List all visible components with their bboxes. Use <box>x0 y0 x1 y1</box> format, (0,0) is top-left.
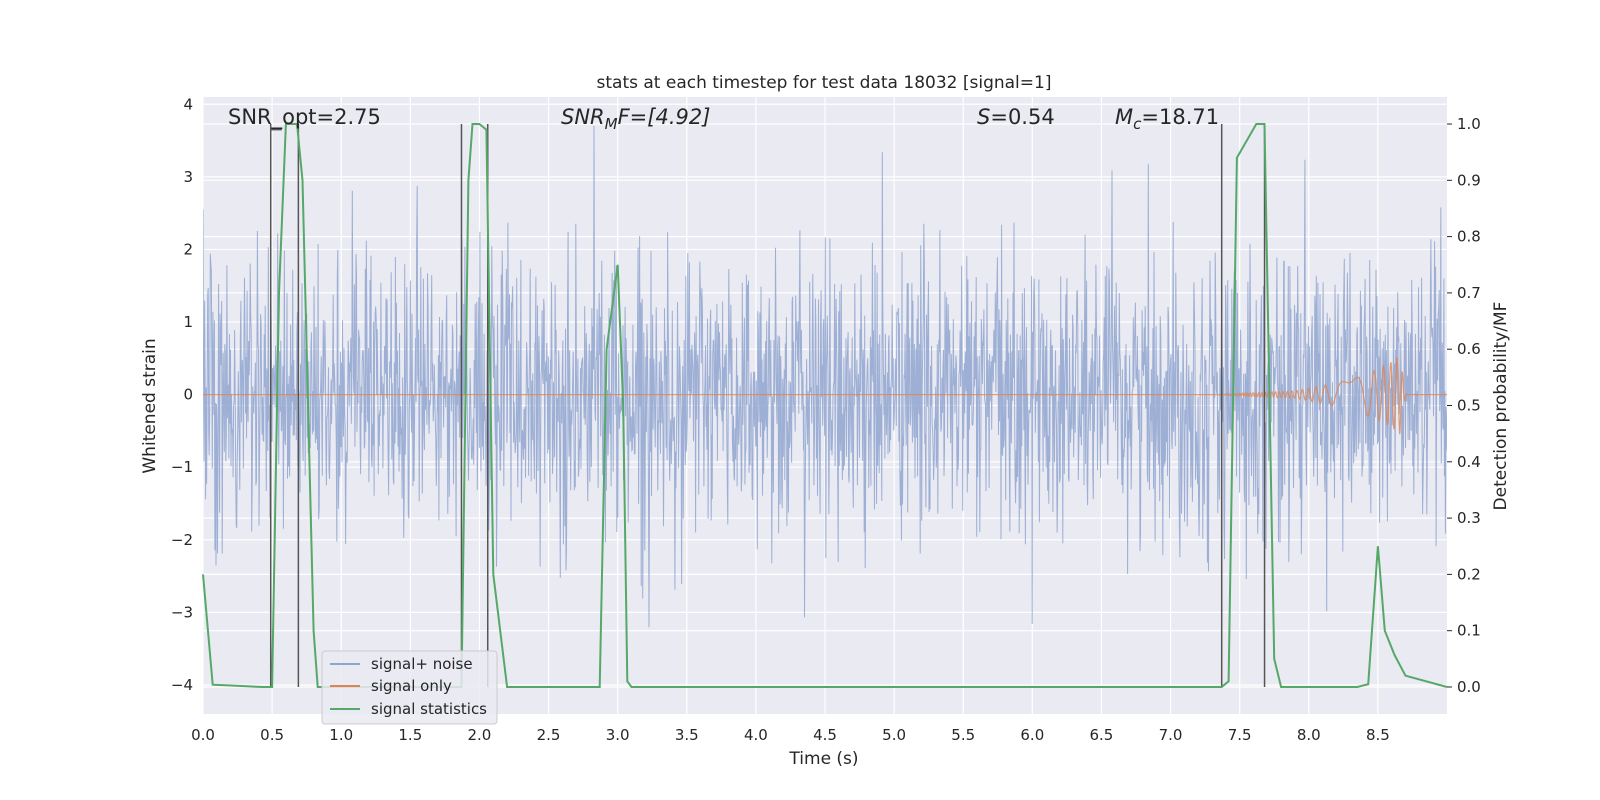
x-tick-label: 3.0 <box>606 726 630 744</box>
y2-tick-label: 0.4 <box>1457 453 1481 471</box>
y2-tick-label: 0.2 <box>1457 565 1481 583</box>
mc-sub: c <box>1133 115 1142 133</box>
x-tick-label: 4.5 <box>813 726 837 744</box>
signal-statistics-line <box>202 123 1448 688</box>
vertical-markers <box>269 124 1266 687</box>
y-tick-label: 0 <box>183 386 193 404</box>
x-tick-label: 7.0 <box>1159 726 1183 744</box>
y2-axis-label: Detection probability/MF <box>1491 302 1511 511</box>
y-tick-label: 3 <box>183 168 193 186</box>
axis-ticks: 0.0 0.5 1.0 1.5 2.0 2.5 3.0 3.5 4.0 4.5 5.0 5.5 6.0 6… <box>171 95 1481 744</box>
annotation-mc: Mc=18.71 <box>1115 105 1219 133</box>
x-tick-label: 0.0 <box>191 726 215 744</box>
chart-title: stats at each timestep for test data 180… <box>597 73 1052 93</box>
y-tick-label: 2 <box>183 240 193 258</box>
snr-mf-base: SNR <box>561 105 605 129</box>
mc-base: M <box>1115 105 1133 129</box>
y2-tick-label: 0.7 <box>1457 284 1481 302</box>
x-tick-label: 5.0 <box>882 726 906 744</box>
x-tick-label: 6.5 <box>1090 726 1114 744</box>
legend-label-signal-statistics: signal statistics <box>371 700 487 718</box>
legend-label-signal-noise: signal+ noise <box>371 655 473 673</box>
y-tick-label: 1 <box>183 313 193 331</box>
mc-rest: =18.71 <box>1141 105 1219 129</box>
y-tick-label: −1 <box>171 458 193 476</box>
x-tick-label: 4.0 <box>744 726 768 744</box>
x-tick-label: 1.5 <box>398 726 422 744</box>
signal-statistics-series <box>202 123 1448 688</box>
y2-tick-label: 0.6 <box>1457 340 1481 358</box>
annotation-snr-opt: SNR_opt=2.75 <box>228 105 381 130</box>
y2-tick-label: 0.5 <box>1457 397 1481 415</box>
signal-noise-series <box>203 125 1447 628</box>
legend-label-signal-only: signal only <box>371 677 452 695</box>
x-tick-label: 0.5 <box>260 726 284 744</box>
x-tick-label: 8.5 <box>1366 726 1390 744</box>
x-axis-label: Time (s) <box>788 749 858 769</box>
x-tick-label: 1.0 <box>329 726 353 744</box>
x-tick-label: 8.0 <box>1297 726 1321 744</box>
annotation-s: S=0.54 <box>977 105 1055 129</box>
snr-mf-sub: M <box>605 115 618 133</box>
snr-mf-rest: F=[4.92] <box>618 105 711 129</box>
legend: signal+ noise signal only signal statist… <box>321 650 498 725</box>
x-tick-label: 6.0 <box>1020 726 1044 744</box>
legend-box <box>321 650 498 725</box>
y2-tick-label: 1.0 <box>1457 115 1481 133</box>
y-tick-label: 4 <box>183 95 193 113</box>
y-tick-label: −3 <box>171 603 193 621</box>
signal-only-line <box>203 356 1447 435</box>
s-rest: =0.54 <box>990 105 1054 129</box>
y2-tick-label: 0.0 <box>1457 678 1481 696</box>
s-base: S <box>977 105 990 129</box>
x-tick-label: 3.5 <box>675 726 699 744</box>
x-tick-label: 2.0 <box>468 726 492 744</box>
y-axis-label: Whitened strain <box>140 338 160 473</box>
y2-tick-label: 0.3 <box>1457 509 1481 527</box>
y-tick-label: −2 <box>171 531 193 549</box>
y2-tick-label: 0.8 <box>1457 228 1481 246</box>
y2-tick-label: 0.9 <box>1457 171 1481 189</box>
x-tick-label: 2.5 <box>537 726 561 744</box>
x-tick-label: 7.5 <box>1228 726 1252 744</box>
x-tick-label: 5.5 <box>951 726 975 744</box>
signal-noise-line <box>203 125 1447 628</box>
y2-tick-label: 0.1 <box>1457 622 1481 640</box>
y-tick-label: −4 <box>171 676 193 694</box>
signal-only-series <box>203 356 1447 435</box>
annotation-snr-mf: SNRMF=[4.92] <box>561 105 710 133</box>
